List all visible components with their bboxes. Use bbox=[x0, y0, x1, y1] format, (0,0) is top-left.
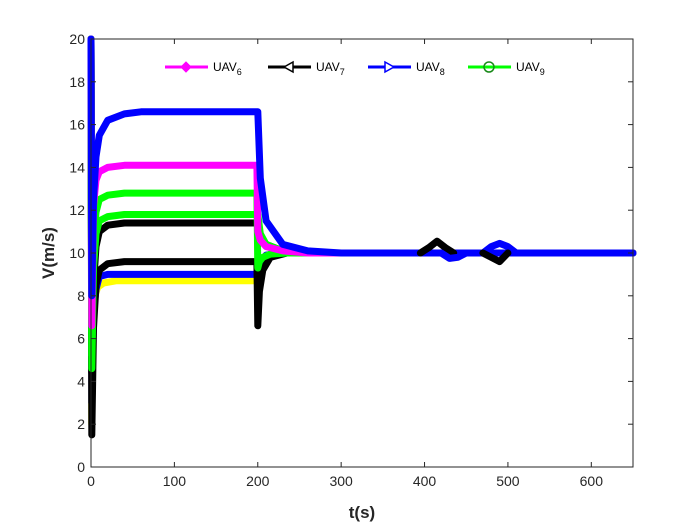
legend-marker-circle bbox=[483, 61, 495, 73]
y-tick-label: 10 bbox=[69, 245, 85, 261]
ticks-layer: 0 100 200 300 400 500 600 0 2 4 6 8 10 12 14 16 18 20 bbox=[69, 31, 633, 489]
series-layer bbox=[87, 35, 637, 439]
x-tick-label: 200 bbox=[246, 473, 270, 489]
x-tick-label: 600 bbox=[580, 473, 604, 489]
legend-label-subscript: 7 bbox=[340, 67, 345, 77]
legend-label-6: UAV6 bbox=[213, 60, 242, 77]
y-tick-label: 18 bbox=[69, 74, 85, 90]
y-axis-label: V(m/s) bbox=[39, 227, 58, 279]
x-axis-label: t(s) bbox=[349, 503, 375, 522]
y-tick-label: 20 bbox=[69, 31, 85, 47]
legend-label-7: UAV7 bbox=[316, 60, 345, 77]
x-tick-label: 300 bbox=[329, 473, 353, 489]
legend-label-8: UAV8 bbox=[416, 60, 445, 77]
legend-label-subscript: 9 bbox=[540, 67, 545, 77]
y-tick-label: 12 bbox=[69, 202, 85, 218]
y-tick-label: 8 bbox=[77, 288, 85, 304]
x-tick-label: 100 bbox=[163, 473, 187, 489]
y-tick-label: 14 bbox=[69, 159, 85, 175]
x-tick-label: 400 bbox=[413, 473, 437, 489]
legend-label-subscript: 6 bbox=[237, 67, 242, 77]
y-tick-label: 4 bbox=[77, 373, 85, 389]
series-line-black-bump bbox=[416, 237, 458, 257]
legend-marker-triangle-left bbox=[282, 60, 294, 74]
series-line-blue-high bbox=[87, 35, 637, 300]
series-line-black-dip bbox=[479, 249, 512, 266]
y-tick-label: 6 bbox=[77, 331, 85, 347]
legend-label-9: UAV9 bbox=[516, 60, 545, 77]
legend-marker-triangle-right bbox=[384, 60, 396, 74]
x-tick-label: 0 bbox=[87, 473, 95, 489]
y-tick-label: 2 bbox=[77, 416, 85, 432]
legend-label-subscript: 8 bbox=[440, 67, 445, 77]
legend: UAV6 UAV7 UAV8 UAV9 bbox=[165, 60, 545, 77]
series-line-blue-dip bbox=[437, 249, 470, 262]
legend-marker-diamond bbox=[180, 61, 192, 73]
series-line-blue-bump bbox=[479, 239, 520, 257]
x-tick-label: 500 bbox=[496, 473, 520, 489]
y-tick-label: 16 bbox=[69, 117, 85, 133]
y-tick-label: 0 bbox=[77, 459, 85, 475]
